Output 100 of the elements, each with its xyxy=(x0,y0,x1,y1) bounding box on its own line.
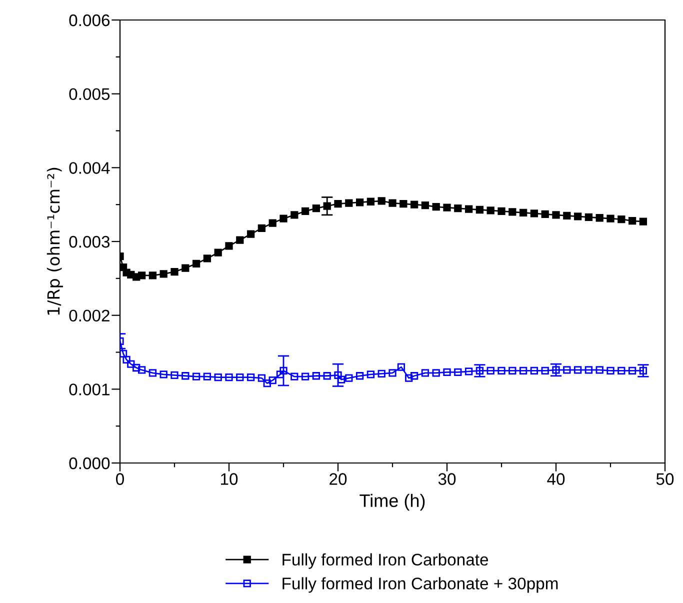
x-tick-label: 0 xyxy=(116,473,124,485)
x-axis-title: Time (h) xyxy=(360,494,425,511)
x-tick-label: 10 xyxy=(221,473,238,485)
y-tick-label: 0.005 xyxy=(69,88,110,100)
point xyxy=(312,372,320,380)
point xyxy=(388,369,396,377)
point xyxy=(486,206,494,214)
point xyxy=(366,370,375,378)
point xyxy=(203,372,212,380)
point xyxy=(378,370,386,378)
point xyxy=(263,379,271,388)
point xyxy=(421,369,430,377)
x-tick-label: 20 xyxy=(330,473,347,485)
point xyxy=(138,272,146,280)
point xyxy=(628,366,636,375)
point xyxy=(258,224,266,232)
y-tick-label: 0.003 xyxy=(69,236,110,248)
point xyxy=(334,371,342,379)
point xyxy=(378,197,386,205)
point xyxy=(596,214,604,222)
point xyxy=(127,360,135,368)
point xyxy=(246,374,255,382)
y-tick-label: 0.000 xyxy=(69,457,110,470)
point xyxy=(236,374,244,382)
point xyxy=(182,264,190,272)
point xyxy=(530,366,538,375)
point xyxy=(443,204,451,212)
point xyxy=(552,366,560,374)
point xyxy=(345,199,353,207)
point xyxy=(182,372,190,380)
point xyxy=(519,208,528,217)
point xyxy=(225,374,233,382)
point xyxy=(519,366,528,375)
point xyxy=(388,199,396,207)
point xyxy=(203,254,212,262)
point xyxy=(170,371,178,379)
point xyxy=(405,374,413,382)
point xyxy=(432,202,440,211)
point xyxy=(618,366,626,375)
point xyxy=(268,219,276,227)
point xyxy=(410,200,418,208)
point xyxy=(454,204,462,212)
point xyxy=(421,202,430,210)
point xyxy=(584,366,593,374)
point xyxy=(356,198,364,206)
point xyxy=(563,212,571,220)
point xyxy=(214,374,222,382)
point xyxy=(148,272,157,280)
point xyxy=(628,217,636,225)
point xyxy=(476,206,484,214)
point xyxy=(584,213,593,221)
point xyxy=(122,356,130,364)
point xyxy=(290,211,298,219)
point xyxy=(639,366,648,375)
point xyxy=(563,366,571,374)
point xyxy=(246,230,255,238)
point xyxy=(276,370,284,378)
point xyxy=(290,372,298,380)
point xyxy=(214,248,222,256)
point xyxy=(639,218,648,226)
x-tick-label: 30 xyxy=(438,473,456,485)
point xyxy=(138,366,146,374)
point xyxy=(268,376,276,384)
point xyxy=(120,350,128,358)
point xyxy=(498,366,506,375)
y-tick-label: 0.001 xyxy=(69,384,110,396)
point xyxy=(552,211,560,219)
point xyxy=(486,366,494,375)
point xyxy=(410,372,418,380)
y-axis-title: 1/Rp (ohm⁻¹cm⁻²) xyxy=(46,168,64,315)
point xyxy=(464,205,473,213)
point xyxy=(170,268,178,276)
point xyxy=(508,208,516,216)
x-tick-label: 50 xyxy=(656,473,674,485)
point xyxy=(334,200,342,208)
point xyxy=(508,366,516,375)
y-tick-label: 0.002 xyxy=(69,310,110,322)
point xyxy=(312,204,320,212)
point xyxy=(160,370,168,378)
point xyxy=(345,374,353,382)
x-tick-label: 40 xyxy=(547,473,565,485)
point xyxy=(280,366,288,375)
point xyxy=(498,207,506,216)
point xyxy=(301,207,310,216)
point xyxy=(596,366,604,374)
point xyxy=(192,372,200,380)
y-tick-label: 0.004 xyxy=(69,162,110,174)
point xyxy=(323,372,331,380)
legend-label: Fully formed Iron Carbonate xyxy=(282,553,488,569)
point xyxy=(337,376,346,384)
point xyxy=(148,369,157,377)
point xyxy=(476,366,484,375)
point xyxy=(432,369,440,377)
point xyxy=(454,368,462,376)
point xyxy=(606,366,614,375)
point xyxy=(301,372,310,380)
point xyxy=(618,216,626,224)
point xyxy=(541,366,549,375)
point xyxy=(541,210,549,218)
point xyxy=(192,260,200,268)
